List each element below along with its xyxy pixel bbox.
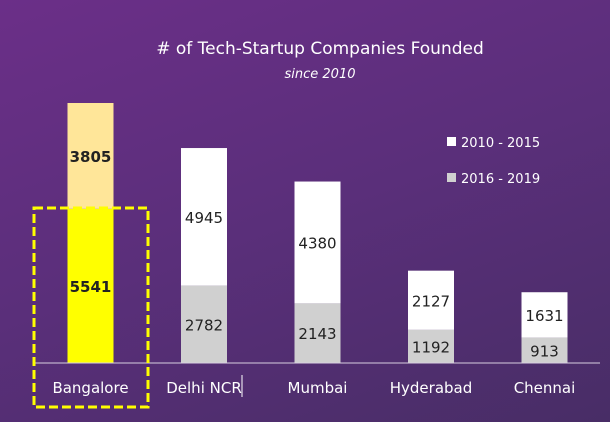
data-label: 5541 [70, 278, 112, 296]
bar-mumbai-2010-2015 [294, 181, 341, 304]
bar-delhi-ncr-2010-2015 [181, 148, 227, 286]
highlight-box [32, 206, 150, 409]
x-tick-label: Delhi NCR [166, 379, 242, 397]
bar-bangalore-2010-2015 [67, 103, 114, 209]
legend-swatch [447, 137, 456, 146]
x-tick-label: Hyderabad [390, 379, 473, 397]
bar-chennai-2010-2015 [521, 292, 568, 338]
x-tick-label: Chennai [514, 379, 576, 397]
data-label: 913 [530, 342, 559, 360]
bar-mumbai-2016-2019 [294, 303, 341, 363]
chart-title: # of Tech-Startup Companies Founded [156, 39, 484, 59]
data-label: 4380 [298, 234, 336, 252]
x-tick-label: Mumbai [288, 379, 348, 397]
bar-delhi-ncr-2016-2019 [181, 285, 227, 363]
data-label: 2127 [412, 292, 450, 310]
data-label: 3805 [70, 148, 112, 166]
data-label: 1631 [525, 307, 563, 325]
data-label: 2143 [298, 325, 336, 343]
data-label: 1192 [412, 338, 450, 356]
bar-bangalore-2016-2019 [67, 208, 114, 363]
x-tick-label: Bangalore [52, 379, 128, 397]
bar-hyderabad-2010-2015 [408, 270, 454, 330]
data-label: 4945 [185, 209, 223, 227]
bar-chennai-2016-2019 [521, 337, 568, 363]
legend-label: 2010 - 2015 [461, 136, 540, 151]
data-label: 2782 [185, 316, 223, 334]
legend-swatch [447, 173, 456, 182]
bar-hyderabad-2016-2019 [408, 329, 454, 363]
legend: 2010 - 2015 2016 - 2019 [447, 136, 540, 187]
chart-subtitle: since 2010 [285, 67, 356, 82]
legend-label: 2016 - 2019 [461, 172, 540, 187]
